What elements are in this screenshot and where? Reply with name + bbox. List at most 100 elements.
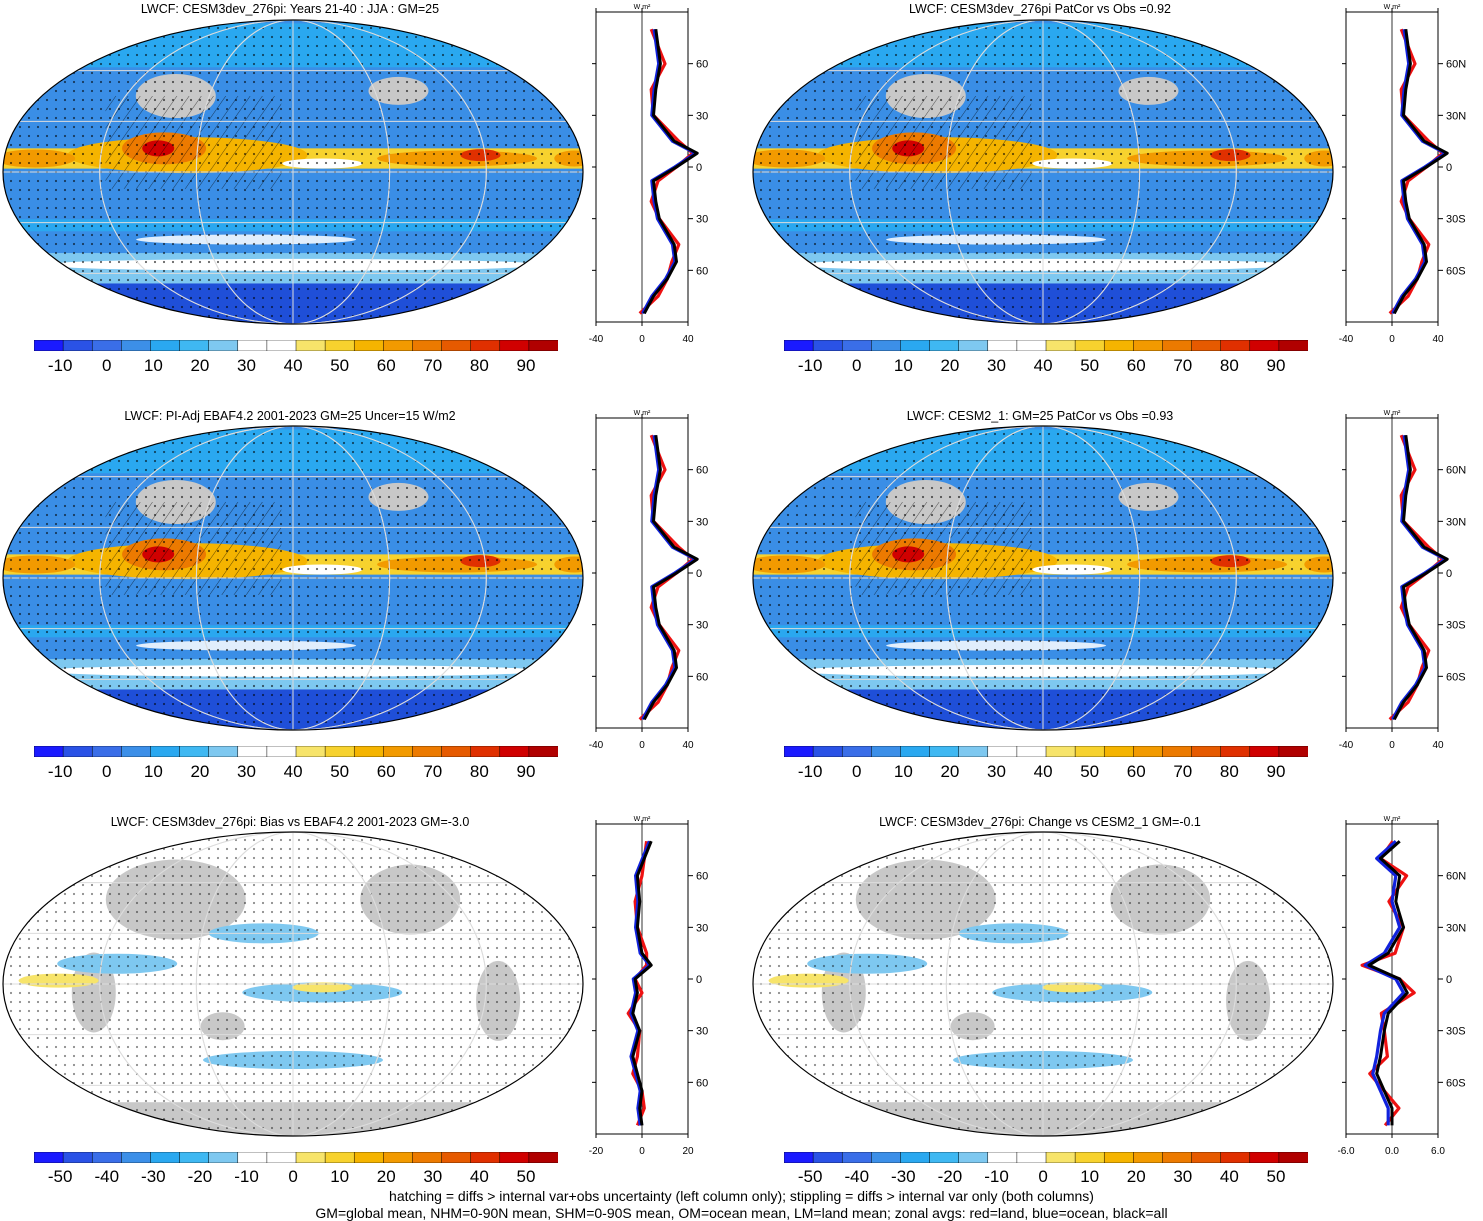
colorbar-swatch — [295, 746, 326, 757]
colorbar-swatch — [34, 746, 64, 757]
zonal-mean-line — [1392, 435, 1449, 721]
colorbar-tick-label: 0 — [1038, 1167, 1048, 1186]
colorbar-swatch — [929, 1152, 960, 1163]
colorbar-tick-label: 50 — [516, 1167, 536, 1186]
panel-title: LWCF: CESM3dev_276pi: Bias vs EBAF4.2 20… — [110, 815, 470, 829]
footer-note: hatching = diffs > internal var+obs unce… — [389, 1188, 1094, 1204]
colorbar-swatch — [121, 340, 152, 351]
zonal-x-tick-label: -40 — [589, 740, 604, 751]
colorbar-swatch — [528, 1152, 558, 1163]
colorbar-swatch — [353, 1152, 385, 1163]
colorbar-tick-label: 10 — [893, 356, 913, 375]
colorbar-tick-label: 50 — [330, 762, 350, 781]
zonal-lat-label: 30S — [696, 620, 708, 632]
colorbar-labels: -50 -40 -30 -20 -10 0 10 20 30 40 50 — [784, 1167, 1308, 1189]
colorbar-tick-label: 20 — [940, 762, 960, 781]
colorbar-swatch — [179, 746, 210, 757]
colorbar-swatch — [1103, 746, 1135, 757]
colorbar-swatch — [871, 1152, 902, 1163]
zonal-lat-label: 0 — [696, 162, 702, 174]
colorbar-tick-label: 80 — [469, 356, 489, 375]
colorbar-swatch — [441, 746, 472, 757]
colorbar-tick-label: -40 — [844, 1167, 870, 1186]
colorbar-swatch — [499, 746, 530, 757]
global-map — [752, 425, 1334, 731]
colorbar-swatch — [841, 1152, 873, 1163]
zonal-mean-line — [631, 840, 653, 1126]
colorbar-tick-label: 50 — [1266, 1167, 1286, 1186]
colorbar-tick-label: 70 — [1173, 762, 1193, 781]
colorbar-swatch — [237, 1152, 268, 1163]
colorbar-tick-label: 50 — [330, 356, 350, 375]
colorbar-tick-label: 20 — [940, 356, 960, 375]
colorbar-swatch — [1016, 1152, 1047, 1163]
colorbar-swatch — [1045, 1152, 1076, 1163]
zonal-lat-label: 30S — [696, 214, 708, 226]
colorbar-swatch — [1191, 340, 1222, 351]
zonal-unit-label: W m² — [634, 816, 651, 823]
zonal-lat-label: 0 — [1446, 974, 1452, 986]
panel-title: LWCF: CESM3dev_276pi: Years 21-40 : JJA … — [140, 2, 440, 16]
colorbar-swatch — [1074, 746, 1105, 757]
zonal-mean-line — [642, 29, 699, 315]
colorbar-tick-label: 40 — [1033, 356, 1053, 375]
colorbar-tick-label: 80 — [1219, 762, 1239, 781]
colorbar-tick-label: 80 — [469, 762, 489, 781]
colorbar-tick-label: -10 — [984, 1167, 1009, 1186]
zonal-lat-label: 60N — [696, 465, 708, 477]
zonal-lat-label: 0 — [1446, 162, 1452, 174]
colorbar-swatch — [470, 340, 501, 351]
zonal-lat-label: 30N — [1446, 516, 1466, 528]
colorbar-tick-label: 30 — [987, 762, 1006, 781]
colorbar-swatch — [1045, 746, 1076, 757]
colorbar-labels: -10 0 10 20 30 40 50 60 70 80 90 — [784, 762, 1308, 784]
panel-title: LWCF: CESM2_1: GM=25 PatCor vs Obs =0.93 — [906, 409, 1174, 423]
colorbar-swatch — [1162, 1152, 1193, 1163]
colorbar-tick-label: 50 — [1080, 356, 1100, 375]
colorbar-swatch — [1162, 746, 1193, 757]
colorbar-swatch — [295, 1152, 326, 1163]
colorbar-swatch — [266, 746, 297, 757]
colorbar-swatch — [1249, 340, 1280, 351]
colorbar-swatch — [1074, 1152, 1105, 1163]
colorbar-swatch — [1278, 746, 1308, 757]
colorbar-swatch — [266, 1152, 297, 1163]
zonal-lat-label: 60S — [696, 1077, 708, 1089]
colorbar-swatch — [1162, 340, 1193, 351]
colorbar-swatch — [208, 1152, 239, 1163]
colorbar-swatch — [470, 1152, 501, 1163]
zonal-x-tick-label: 0 — [1389, 334, 1395, 345]
colorbar-swatch — [871, 340, 902, 351]
colorbar-swatch — [1133, 1152, 1164, 1163]
colorbar-swatch — [266, 340, 297, 351]
colorbar-swatch — [1133, 340, 1164, 351]
colorbar-swatch — [812, 746, 843, 757]
zonal-x-tick-label: 0 — [639, 740, 645, 751]
zonal-x-tick-label: 40 — [682, 334, 694, 345]
zonal-lat-label: 60S — [1446, 671, 1466, 683]
colorbar-labels: -10 0 10 20 30 40 50 60 70 80 90 — [784, 356, 1308, 378]
zonal-lat-label: 30S — [1446, 620, 1466, 632]
zonal-mean-line — [642, 435, 699, 721]
colorbar-tick-label: 20 — [376, 1167, 396, 1186]
colorbar-swatch — [1278, 340, 1308, 351]
colorbar-swatch — [1191, 746, 1222, 757]
colorbar-tick-label: 20 — [190, 762, 210, 781]
colorbar-swatch — [1103, 340, 1135, 351]
colorbar-tick-label: 80 — [1219, 356, 1239, 375]
global-map — [752, 19, 1334, 325]
colorbar-swatch — [179, 1152, 210, 1163]
zonal-lat-label: 60N — [1446, 871, 1466, 883]
colorbar-tick-label: 0 — [102, 356, 112, 375]
global-map — [2, 831, 584, 1137]
colorbar-swatch — [1220, 1152, 1251, 1163]
colorbar-swatch — [121, 746, 152, 757]
zonal-lat-label: 60S — [1446, 265, 1466, 277]
colorbar-swatch — [237, 340, 268, 351]
colorbar-swatch — [150, 1152, 181, 1163]
zonal-mean-plot: W m² 60N 30N 0 30S 60S -40 0 40 — [589, 4, 708, 345]
colorbar-swatch — [1016, 340, 1047, 351]
colorbar-tick-label: 90 — [516, 356, 536, 375]
colorbar-swatch — [784, 340, 814, 351]
colorbar-tick-label: 10 — [893, 762, 913, 781]
